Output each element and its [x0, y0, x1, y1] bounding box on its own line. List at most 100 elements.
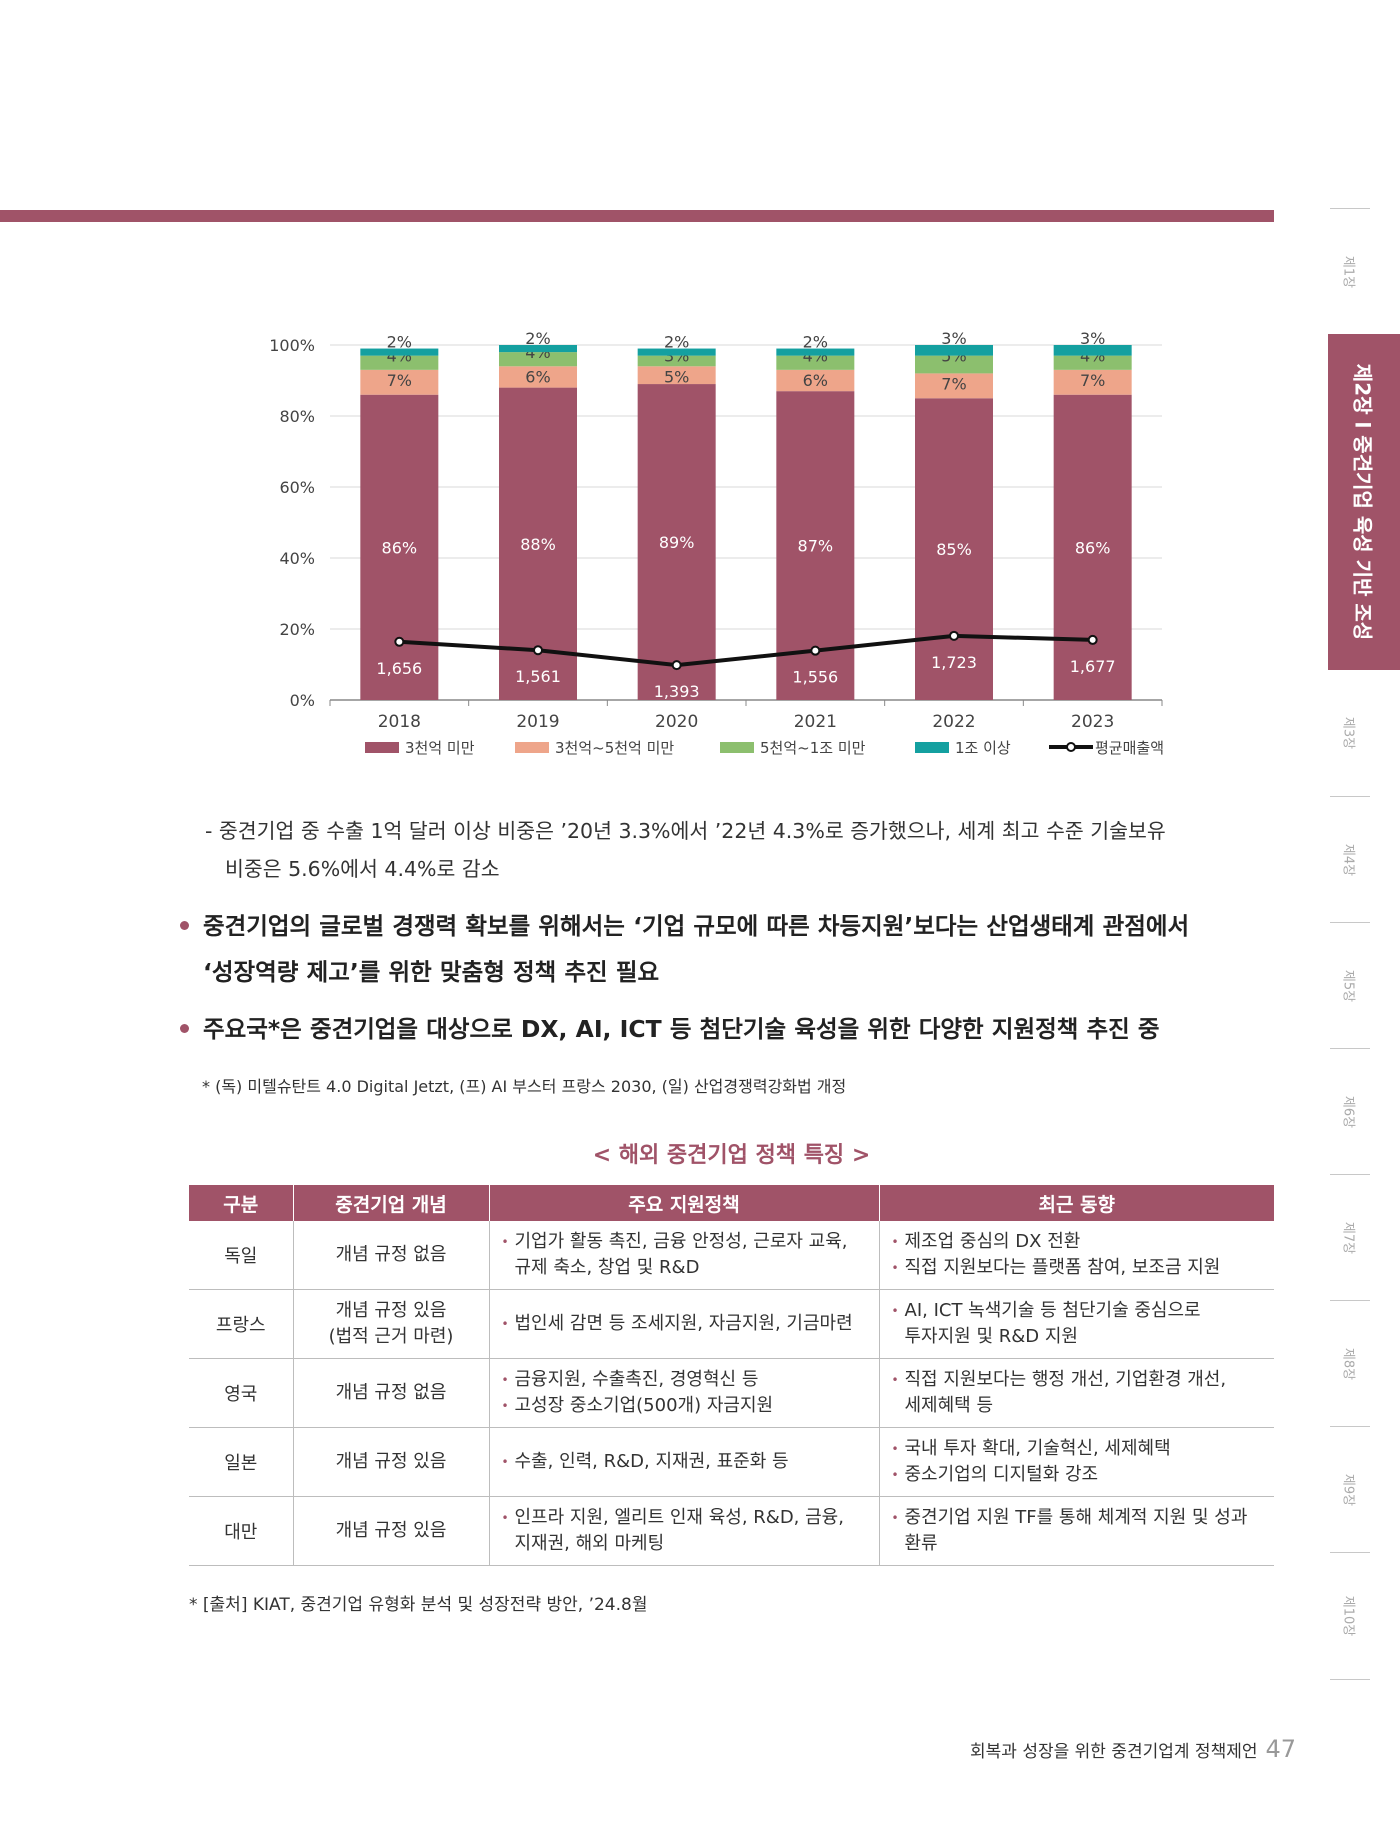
- bar-segment-3: [499, 345, 577, 353]
- data-label: 85%: [936, 540, 972, 559]
- header-concept: 중견기업 개념: [292, 1185, 489, 1221]
- legend-label: 3천억~5천억 미만: [555, 739, 674, 757]
- sub-point-line-2: 비중은 5.6%에서 4.4%로 감소: [225, 857, 500, 881]
- cell-country: 독일: [189, 1221, 293, 1290]
- bar-segment-2: [915, 355, 993, 374]
- cell-policy: 금융지원, 수출촉진, 경영혁신 등고성장 중소기업(500개) 자금지원: [488, 1358, 879, 1428]
- bar-segment-2: [360, 355, 439, 370]
- table-row: 프랑스 개념 규정 있음 (법적 근거 마련) 법인세 감면 등 조세지원, 자금지…: [189, 1289, 1274, 1359]
- chapter-tab-1[interactable]: 제1장: [1330, 208, 1370, 334]
- x-tick-label: 2022: [932, 712, 975, 732]
- legend-swatch: [915, 742, 949, 753]
- cell-concept: 개념 규정 있음 (법적 근거 마련): [292, 1289, 489, 1359]
- y-tick-label: 0%: [290, 691, 315, 710]
- cell-trend-item: 제조업 중심의 DX 전환: [892, 1229, 1263, 1255]
- chapter-tab-4[interactable]: 제4장: [1330, 796, 1370, 922]
- bar-segment-1: [776, 369, 855, 392]
- x-tick-label: 2023: [1071, 712, 1114, 732]
- x-tick-label: 2019: [516, 712, 559, 732]
- country-name: 영국: [224, 1384, 258, 1405]
- sub-point: - 중견기업 중 수출 1억 달러 이상 비중은 ’20년 3.3%에서 ’22…: [205, 812, 1275, 888]
- chapter-tab-3[interactable]: 제3장: [1340, 716, 1356, 749]
- line-point: [394, 636, 405, 647]
- cell-country: 프랑스: [189, 1289, 293, 1359]
- bar-segment-2: [637, 355, 716, 367]
- legend-label: 평균매출액: [1095, 739, 1164, 757]
- table-header-row: 구분 중견기업 개념 주요 지원정책 최근 동향: [189, 1185, 1274, 1221]
- cell-policy-item: 수출, 인력, R&D, 지재권, 표준화 등: [502, 1449, 867, 1475]
- legend-label: 1조 이상: [955, 739, 1011, 757]
- header-policy: 주요 지원정책: [488, 1185, 879, 1221]
- data-label: 86%: [382, 538, 418, 557]
- bar-segment-3: [360, 348, 439, 356]
- legend-label: 5천억~1조 미만: [760, 739, 866, 757]
- bullet-1-line-1: 중견기업의 글로벌 경쟁력 확보를 위해서는 ‘기업 규모에 따른 차등지원’보…: [203, 912, 1190, 940]
- sub-point-line-1: - 중견기업 중 수출 1억 달러 이상 비중은 ’20년 3.3%에서 ’22…: [205, 819, 1166, 843]
- line-data-label: 1,677: [1070, 657, 1116, 676]
- bullet-point-1: 중견기업의 글로벌 경쟁력 확보를 위해서는 ‘기업 규모에 따른 차등지원’보…: [180, 903, 1280, 995]
- line-data-label: 1,393: [654, 682, 700, 701]
- source-note: * [출처] KIAT, 중견기업 유형화 분석 및 성장전략 방안, ’24.…: [189, 1595, 648, 1615]
- bar-segment-1: [499, 366, 577, 388]
- legend-swatch: [515, 742, 549, 753]
- bullet-2-text: 주요국*은 중견기업을 대상으로 DX, AI, ICT 등 첨단기술 육성을 …: [203, 1015, 1160, 1043]
- chapter-tab-9[interactable]: 제9장: [1330, 1426, 1370, 1552]
- line-data-label: 1,556: [792, 668, 838, 687]
- bar-segment-1: [1053, 369, 1132, 395]
- chapter-tab-5[interactable]: 제5장: [1330, 922, 1370, 1048]
- chapter-tab-10[interactable]: 제10장: [1330, 1552, 1370, 1680]
- table-row: 독일 개념 규정 없음기업가 활동 촉진, 금융 안정성, 근로자 교육, 규제 …: [189, 1221, 1274, 1290]
- legend-swatch: [720, 742, 754, 753]
- footnote: * (독) 미텔슈탄트 4.0 Digital Jetzt, (프) AI 부스…: [202, 1077, 847, 1096]
- line-point: [671, 660, 682, 671]
- data-label: 6%: [803, 371, 828, 390]
- x-tick-label: 2020: [655, 712, 698, 732]
- data-label: 7%: [941, 374, 966, 393]
- chapter-tab-7[interactable]: 제7장: [1330, 1174, 1370, 1300]
- bar-segment-0: [637, 384, 716, 700]
- cell-concept: 개념 규정 있음: [292, 1427, 489, 1497]
- cell-trend-item: 직접 지원보다는 행정 개선, 기업환경 개선, 세제혜택 등: [892, 1367, 1263, 1419]
- stacked-bar-chart: 0%20%40%60%80%100%86%7%4%2%201888%6%4%2%…: [269, 329, 1164, 757]
- bullet-dot: [180, 1024, 189, 1033]
- data-label: 88%: [520, 535, 556, 554]
- bar-segment-0: [915, 398, 993, 700]
- country-name: 프랑스: [215, 1315, 266, 1336]
- cell-policy-item: 법인세 감면 등 조세지원, 자금지원, 기금마련: [502, 1311, 867, 1337]
- chapter-tab-8[interactable]: 제8장: [1330, 1300, 1370, 1426]
- cell-country: 영국: [189, 1358, 293, 1428]
- y-tick-label: 40%: [279, 549, 315, 568]
- cell-policy-item: 기업가 활동 촉진, 금융 안정성, 근로자 교육, 규제 축소, 창업 및 R…: [502, 1229, 867, 1281]
- table-row: 일본 개념 규정 있음 수출, 인력, R&D, 지재권, 표준화 등 국내 투자 확…: [189, 1427, 1274, 1497]
- average-sales-line: [399, 633, 1093, 668]
- page-number: 47: [1265, 1735, 1297, 1763]
- cell-trend-item: 직접 지원보다는 플랫폼 참여, 보조금 지원: [892, 1255, 1263, 1281]
- cell-policy-item: 인프라 지원, 엘리트 인재 육성, R&D, 금융, 지재권, 해외 마케팅: [502, 1505, 867, 1557]
- line-point: [1087, 634, 1098, 645]
- data-label: 86%: [1075, 538, 1111, 557]
- data-label: 2%: [803, 333, 828, 352]
- country-name: 대만: [224, 1522, 258, 1543]
- chapter-tab-6[interactable]: 제6장: [1330, 1048, 1370, 1174]
- cell-trend-item: AI, ICT 녹색기술 등 첨단기술 중심으로 투자지원 및 R&D 지원: [892, 1298, 1263, 1350]
- bar-segment-3: [915, 345, 993, 356]
- bar-segment-1: [360, 369, 439, 395]
- y-tick-label: 20%: [279, 620, 315, 639]
- bar-segment-0: [360, 394, 439, 700]
- line-point: [949, 630, 959, 641]
- legend-label: 3천억 미만: [405, 739, 475, 757]
- legend-line-marker: [1066, 742, 1076, 752]
- cell-trend-item: 중견기업 지원 TF를 통해 체계적 지원 및 성과 환류: [892, 1505, 1263, 1557]
- cell-trend-item: 중소기업의 디지털화 강조: [892, 1462, 1263, 1488]
- header-country: 구분: [189, 1185, 293, 1221]
- line-data-label: 1,656: [376, 659, 422, 678]
- data-label: 3%: [941, 329, 966, 348]
- data-label: 5%: [664, 367, 689, 386]
- table-title: < 해외 중견기업 정책 특징 >: [592, 1143, 871, 1168]
- cell-trend-item: 국내 투자 확대, 기술혁신, 세제혜택: [892, 1436, 1263, 1462]
- chapter-tab-2-active[interactable]: 제2장 l 중견기업 육성 기반 조성: [1328, 334, 1400, 670]
- cell-policy: 기업가 활동 촉진, 금융 안정성, 근로자 교육, 규제 축소, 창업 및 R…: [488, 1221, 879, 1290]
- country-name: 독일: [224, 1246, 258, 1267]
- cell-trend: 국내 투자 확대, 기술혁신, 세제혜택중소기업의 디지털화 강조: [878, 1427, 1274, 1497]
